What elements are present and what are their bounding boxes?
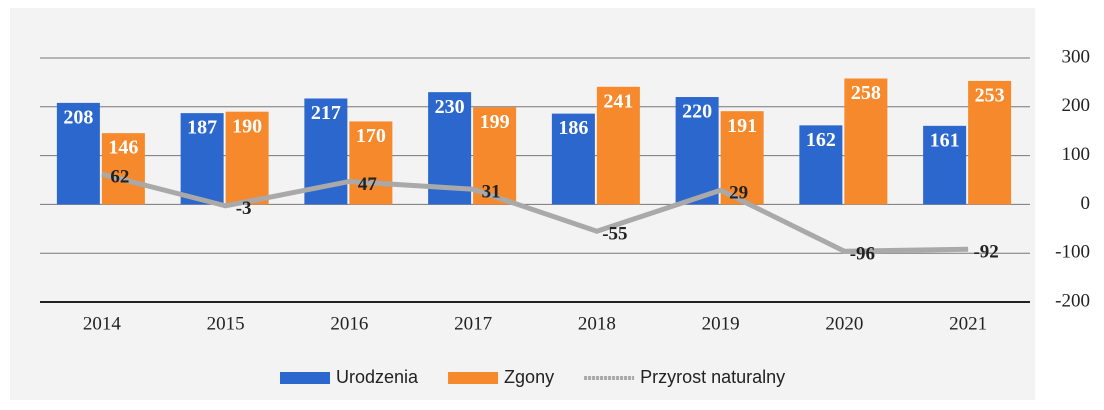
y-tick-label: 200: [1062, 95, 1091, 116]
bar-value-label: 162: [806, 129, 836, 151]
x-tick-label: 2014: [83, 313, 122, 334]
bar-value-label: 191: [727, 115, 757, 137]
bar-value-label: 230: [435, 96, 465, 118]
bar-value-label: 170: [356, 125, 386, 147]
bar-value-label: 253: [975, 85, 1005, 107]
bar: [799, 125, 843, 205]
bar-value-label: 199: [480, 111, 510, 133]
line-value-label: -3: [236, 198, 252, 219]
x-tick-label: 2019: [702, 313, 740, 334]
bar: [551, 113, 595, 205]
line-value-label: 62: [110, 167, 129, 188]
x-tick-label: 2016: [330, 313, 368, 334]
bar: [473, 107, 517, 205]
bar-value-label: 186: [558, 117, 588, 139]
line-value-label: 29: [729, 183, 748, 204]
bar-value-label: 146: [108, 137, 138, 159]
y-tick-label: -100: [1055, 242, 1090, 263]
x-tick-label: 2018: [578, 313, 616, 334]
bar: [844, 78, 888, 205]
y-tick-label: 0: [1081, 193, 1091, 214]
bar-value-label: 161: [930, 129, 960, 151]
bar: [675, 97, 719, 205]
bar-value-label: 241: [603, 90, 633, 112]
bar: [56, 102, 100, 205]
bar: [923, 125, 967, 205]
line-value-label: -55: [602, 224, 627, 245]
x-tick-label: 2015: [207, 313, 245, 334]
bar-value-label: 220: [682, 101, 712, 123]
x-tick-label: 2017: [454, 313, 492, 334]
line-value-label: -96: [850, 244, 875, 265]
bar: [596, 86, 640, 205]
bar: [349, 121, 393, 205]
bar: [101, 133, 145, 205]
line-value-label: 31: [482, 182, 501, 203]
bar-value-label: 187: [187, 117, 217, 139]
x-tick-label: 2021: [949, 313, 987, 334]
bar: [225, 111, 269, 205]
legend-label: Zgony: [504, 367, 554, 387]
legend-label: Przyrost naturalny: [640, 367, 785, 387]
y-tick-label: 300: [1062, 46, 1091, 67]
legend-label: Urodzenia: [336, 367, 419, 387]
legend-swatch: [448, 372, 499, 384]
bar-value-label: 208: [63, 106, 93, 128]
line-value-label: 47: [358, 174, 378, 195]
bar: [720, 111, 764, 205]
line: [101, 171, 969, 254]
bar-value-label: 258: [851, 82, 881, 104]
bar: [968, 80, 1012, 205]
x-tick-label: 2020: [825, 313, 863, 334]
bar: [180, 113, 224, 205]
bar-value-label: 190: [232, 115, 262, 137]
y-tick-label: -200: [1055, 290, 1090, 311]
y-tick-label: 100: [1062, 144, 1091, 165]
legend-swatch: [280, 372, 330, 384]
line-value-label: -92: [973, 242, 998, 263]
bar-value-label: 217: [311, 102, 341, 124]
